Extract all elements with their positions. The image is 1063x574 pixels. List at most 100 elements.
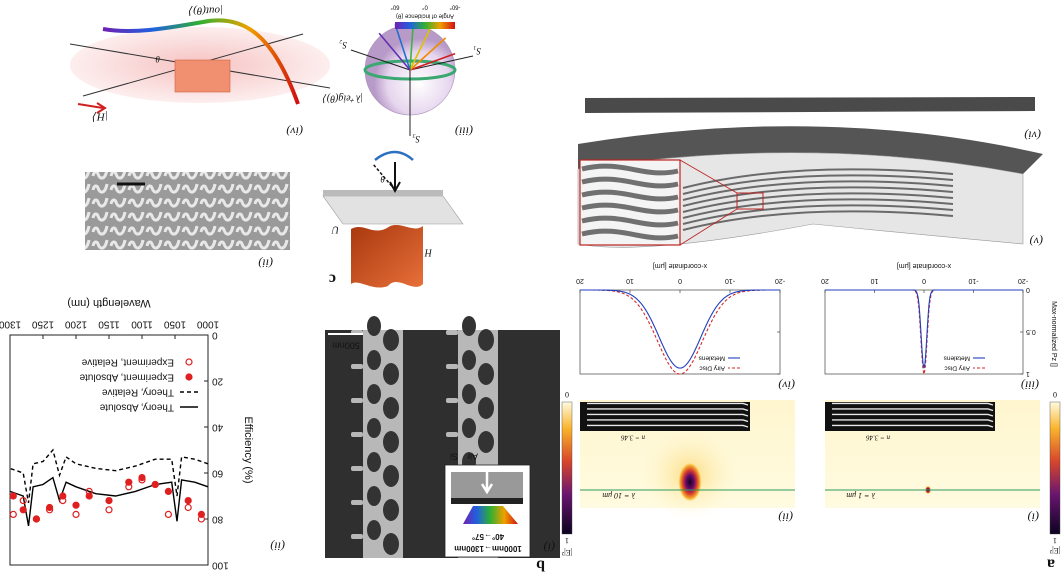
- x-tick-label: 10: [626, 277, 634, 284]
- air-hole: [478, 397, 494, 419]
- efficiency-point: [72, 501, 80, 509]
- stack-layer: [682, 180, 954, 201]
- zoom-line: [679, 208, 738, 246]
- colorbar-title: Angle of incidence (θ): [396, 12, 454, 18]
- air-hole: [367, 486, 381, 506]
- legend-label: Airy Disc: [699, 364, 725, 371]
- inset-layer: [581, 202, 679, 215]
- substrate: [322, 195, 464, 225]
- efficiency-point: [125, 483, 133, 491]
- stack-layer: [682, 192, 954, 213]
- air-hole: [383, 499, 399, 521]
- efficiency-point: [32, 515, 41, 523]
- state-vector: [409, 37, 447, 71]
- efficiency-point: [138, 473, 146, 482]
- wavelength-label: λ = 1 μm: [846, 491, 876, 500]
- side-tooth: [446, 432, 458, 437]
- air-hole: [478, 329, 494, 351]
- scale-bar-label: 500nm: [332, 341, 360, 351]
- inset-layer: [581, 189, 679, 202]
- y-axis-label: Max-normalized Pz []: [1050, 301, 1057, 367]
- grating-layer: [832, 413, 994, 417]
- dimension-label: H: [424, 247, 433, 258]
- x-tick-label: -10: [968, 277, 978, 284]
- colorbar-title: |E|²: [1049, 546, 1060, 555]
- incident-arrow: [480, 472, 494, 495]
- y-axis-label: Efficiency (%): [242, 416, 254, 483]
- air-hole: [462, 350, 476, 370]
- stack-layer: [682, 210, 954, 231]
- y-tick-label: 0: [1026, 286, 1030, 293]
- efficiency-point: [184, 496, 192, 505]
- side-tooth: [446, 330, 458, 335]
- air-hole: [462, 384, 476, 404]
- x-tick-label: 1200: [64, 318, 87, 329]
- state-vector: [409, 52, 456, 71]
- grating-bar: [451, 498, 523, 504]
- material-label: Si: [450, 452, 458, 462]
- efficiency-point: [197, 515, 206, 523]
- angle-colorbar: [395, 22, 455, 29]
- air-hole: [383, 363, 399, 385]
- incidence-dashed: [372, 163, 396, 191]
- efficiency-point: [45, 503, 54, 512]
- legend-label: Metalens: [698, 354, 725, 361]
- y-tick-label: 80: [212, 513, 224, 524]
- state-label: |H⟩: [92, 110, 108, 122]
- colorbar-tick: 1: [565, 536, 569, 545]
- x-tick-label: 1100: [131, 318, 153, 329]
- colorbar-tick: 1: [1053, 536, 1057, 545]
- plot-frame: [9, 334, 209, 566]
- focal-spot: [678, 462, 702, 502]
- plot-frame: [824, 289, 1024, 375]
- sem-texture: [85, 172, 290, 250]
- panel-sublabel: (iv): [778, 378, 795, 392]
- grating-layer: [587, 424, 749, 428]
- colorbar-tick: 60°: [390, 3, 400, 9]
- air-hole: [462, 418, 476, 438]
- inset-layer: [581, 176, 679, 189]
- side-tooth: [351, 432, 363, 437]
- wavelength-label: λ = 10 μm: [602, 491, 636, 500]
- angle-label: θ: [380, 174, 385, 184]
- y-tick-label: 0.5: [1026, 328, 1036, 335]
- metalens-stack-base: [578, 126, 1043, 174]
- grating-layer: [587, 408, 749, 412]
- colorbar: [1049, 401, 1061, 535]
- dimension-label: U: [331, 224, 339, 235]
- panel-label: a: [1047, 555, 1055, 572]
- efficiency-point: [138, 476, 146, 484]
- grating-layer: [832, 424, 994, 428]
- x-tick-label: 1250: [31, 318, 54, 329]
- efficiency-point: [45, 506, 54, 514]
- colorbar-tick: 0: [565, 390, 569, 399]
- x-axis-label: Wavelength (nm): [67, 297, 150, 309]
- legend-label: Theory, Relative: [101, 386, 174, 397]
- legend-label: Airy Disc: [944, 364, 970, 371]
- stack-layer: [682, 174, 954, 195]
- air-hole: [478, 431, 494, 453]
- metasurface: [174, 59, 231, 93]
- index-label: n = 3.46: [621, 433, 645, 441]
- plot-frame: [579, 289, 781, 375]
- grating-layer: [832, 419, 994, 423]
- panel-sublabel: (iii): [455, 124, 473, 138]
- stack-layer: [682, 168, 954, 189]
- stack-layer: [682, 198, 954, 219]
- y-tick-label: 60: [212, 467, 224, 478]
- side-tooth: [446, 398, 458, 403]
- x-tick-label: 20: [576, 277, 584, 284]
- x-tick-label: 0: [922, 277, 926, 284]
- axis-s2: [350, 49, 411, 71]
- y-tick-label: 100: [212, 559, 229, 570]
- panel-sublabel: (i): [544, 540, 555, 554]
- profile-curve: [580, 289, 780, 375]
- meta-atom: [351, 225, 423, 288]
- legend-swatch: [185, 358, 193, 366]
- incident-arrow: [389, 162, 401, 194]
- side-tooth: [351, 398, 363, 403]
- efficiency-point: [9, 492, 17, 500]
- x-tick-label: 10: [871, 277, 879, 284]
- x-tick-label: -20: [775, 277, 785, 284]
